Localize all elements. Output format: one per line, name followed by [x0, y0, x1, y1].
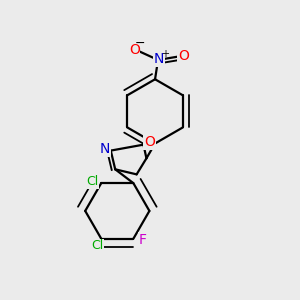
Text: O: O	[178, 49, 189, 63]
Text: N: N	[100, 142, 110, 156]
Text: +: +	[161, 49, 169, 59]
Text: Cl: Cl	[86, 175, 98, 188]
Text: F: F	[139, 233, 147, 247]
Text: O: O	[129, 43, 140, 57]
Text: Cl: Cl	[92, 239, 104, 252]
Text: O: O	[144, 135, 155, 149]
Text: N: N	[154, 52, 164, 66]
Text: −: −	[134, 38, 145, 50]
